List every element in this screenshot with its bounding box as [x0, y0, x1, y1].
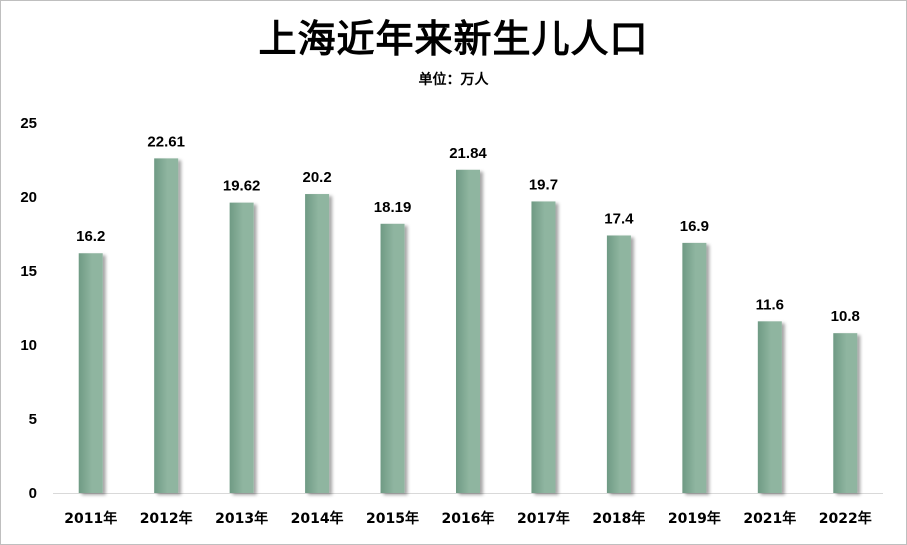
bar-2017年	[531, 201, 556, 493]
data-label: 22.61	[147, 133, 185, 150]
bar-2018年	[606, 235, 631, 494]
x-tick-label: 2019年	[668, 510, 721, 527]
data-label: 16.2	[76, 228, 105, 245]
data-label: 20.2	[302, 169, 331, 186]
x-tick-label: 2013年	[215, 510, 268, 527]
y-tick-label: 0	[29, 485, 37, 502]
bar-2012年	[154, 158, 179, 493]
x-tick-label: 2018年	[592, 510, 645, 527]
x-tick-label: 2017年	[517, 510, 570, 527]
x-tick-label: 2011年	[64, 510, 117, 527]
x-tick-label: 2015年	[366, 510, 419, 527]
data-label: 18.19	[374, 199, 412, 216]
data-labels: 16.2 22.61 19.62 20.2 18.19 21.84 19.7 17.4 16.9…	[76, 133, 860, 325]
x-axis: 2011年 2012年 2013年 2014年 2015年 2016年 2017年 2018年…	[53, 493, 883, 527]
data-label: 10.8	[831, 308, 860, 325]
bars	[78, 158, 858, 494]
chart-subtitle: 单位：万人	[418, 72, 489, 88]
y-axis: 0 5 10 15 20 25	[20, 115, 37, 502]
data-label: 19.7	[529, 176, 558, 193]
y-tick-label: 15	[20, 263, 37, 280]
bar-2016年	[456, 169, 480, 493]
data-label: 17.4	[604, 210, 634, 227]
y-tick-label: 25	[20, 115, 37, 132]
bar-2014年	[305, 194, 330, 494]
y-tick-label: 5	[29, 411, 37, 428]
data-label: 16.9	[680, 218, 709, 235]
x-tick-label: 2016年	[442, 510, 495, 527]
x-tick-label: 2022年	[819, 510, 872, 527]
data-label: 19.62	[223, 178, 261, 195]
data-label: 11.6	[756, 296, 784, 313]
bar-2019年	[682, 242, 707, 493]
bar-2015年	[380, 223, 405, 493]
chart-title: 上海近年来新生儿人口	[258, 17, 649, 61]
bar-2011年	[78, 253, 103, 493]
bar-2013年	[229, 202, 254, 493]
x-tick-label: 2012年	[140, 510, 193, 527]
y-tick-label: 20	[20, 189, 37, 206]
y-tick-label: 10	[20, 337, 37, 354]
bar-2022年	[833, 333, 858, 493]
x-tick-label: 2014年	[291, 510, 344, 527]
data-label: 21.84	[449, 145, 487, 162]
bar-2021年	[757, 321, 782, 493]
x-tick-label: 2021年	[743, 510, 796, 527]
